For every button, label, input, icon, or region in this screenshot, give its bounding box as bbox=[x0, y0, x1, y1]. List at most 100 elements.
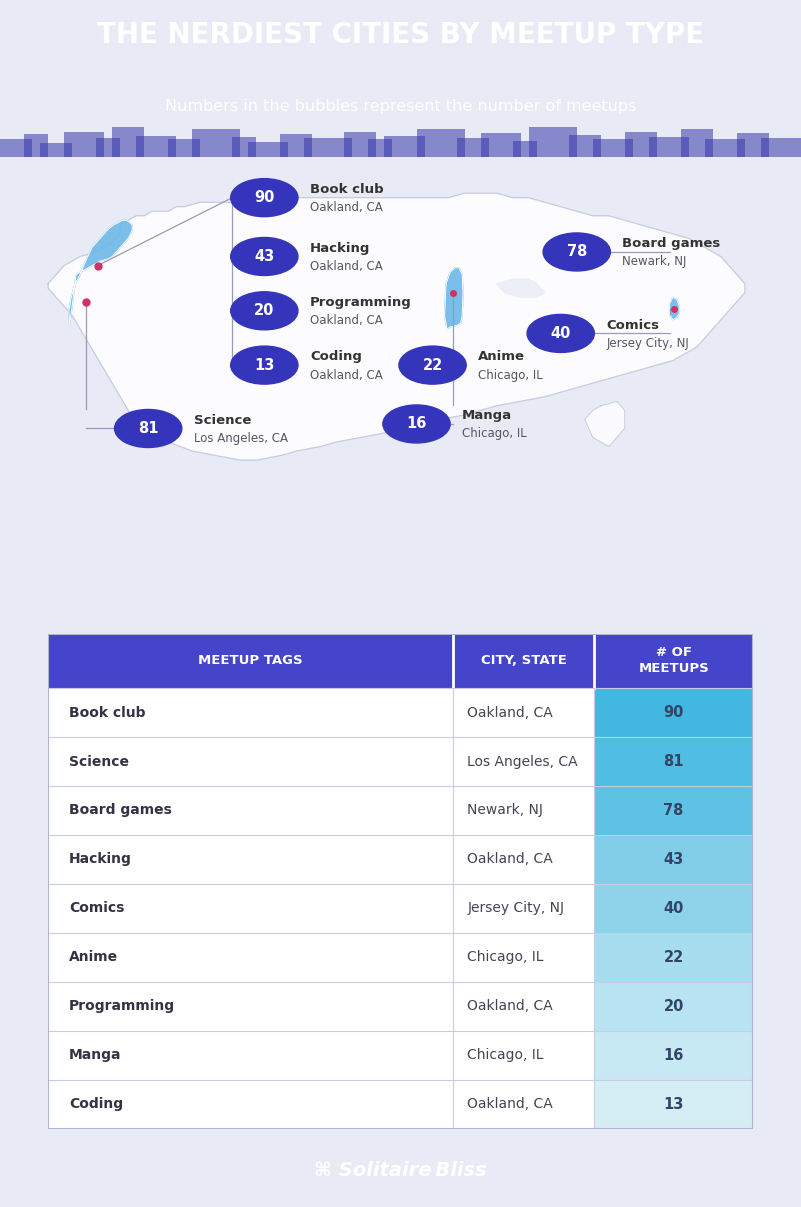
Bar bbox=[761, 138, 801, 157]
Text: Comics: Comics bbox=[606, 319, 659, 332]
Bar bbox=[513, 141, 537, 157]
FancyBboxPatch shape bbox=[594, 933, 753, 981]
Circle shape bbox=[231, 292, 298, 330]
Text: 43: 43 bbox=[254, 249, 275, 264]
Text: Oakland, CA: Oakland, CA bbox=[468, 852, 553, 867]
Text: 81: 81 bbox=[138, 421, 159, 436]
Polygon shape bbox=[670, 297, 679, 320]
Bar bbox=[649, 136, 689, 157]
Bar bbox=[417, 129, 465, 157]
Text: Chicago, IL: Chicago, IL bbox=[478, 368, 543, 381]
Text: 20: 20 bbox=[254, 303, 275, 319]
Polygon shape bbox=[497, 279, 545, 297]
Text: Board games: Board games bbox=[622, 238, 721, 250]
FancyBboxPatch shape bbox=[48, 1079, 753, 1129]
Text: 16: 16 bbox=[663, 1048, 684, 1062]
Text: Newark, NJ: Newark, NJ bbox=[468, 804, 543, 817]
Bar bbox=[593, 139, 633, 157]
Text: Los Angeles, CA: Los Angeles, CA bbox=[468, 754, 578, 769]
Circle shape bbox=[231, 346, 298, 384]
Text: Newark, NJ: Newark, NJ bbox=[622, 256, 686, 268]
Text: Oakland, CA: Oakland, CA bbox=[468, 999, 553, 1013]
Text: 13: 13 bbox=[254, 357, 275, 373]
Text: Coding: Coding bbox=[69, 1097, 123, 1112]
FancyBboxPatch shape bbox=[48, 688, 753, 737]
Text: 22: 22 bbox=[422, 357, 443, 373]
Text: 13: 13 bbox=[663, 1097, 684, 1112]
FancyBboxPatch shape bbox=[594, 688, 753, 737]
Circle shape bbox=[231, 238, 298, 275]
Text: Jersey City, NJ: Jersey City, NJ bbox=[468, 902, 565, 915]
Bar bbox=[248, 142, 288, 157]
FancyBboxPatch shape bbox=[594, 737, 753, 786]
Text: Programming: Programming bbox=[310, 296, 412, 309]
Text: Manga: Manga bbox=[462, 409, 513, 422]
Text: Jersey City, NJ: Jersey City, NJ bbox=[606, 337, 689, 350]
Text: 78: 78 bbox=[663, 803, 684, 818]
Bar bbox=[136, 136, 176, 157]
Bar bbox=[112, 127, 144, 157]
Text: Coding: Coding bbox=[310, 350, 362, 363]
Circle shape bbox=[527, 314, 594, 352]
Bar bbox=[232, 136, 256, 157]
Text: Oakland, CA: Oakland, CA bbox=[310, 314, 383, 327]
Text: Oakland, CA: Oakland, CA bbox=[310, 260, 383, 273]
Bar bbox=[64, 132, 104, 157]
Polygon shape bbox=[48, 193, 745, 460]
Text: Anime: Anime bbox=[69, 950, 119, 964]
Text: Manga: Manga bbox=[69, 1048, 122, 1062]
FancyBboxPatch shape bbox=[48, 737, 753, 786]
Text: Oakland, CA: Oakland, CA bbox=[310, 368, 383, 381]
Text: Science: Science bbox=[69, 754, 129, 769]
Text: 81: 81 bbox=[663, 754, 684, 769]
Circle shape bbox=[543, 233, 610, 272]
FancyBboxPatch shape bbox=[594, 786, 753, 835]
Text: Programming: Programming bbox=[69, 999, 175, 1013]
Circle shape bbox=[115, 409, 182, 448]
Text: Hacking: Hacking bbox=[69, 852, 132, 867]
Text: Hacking: Hacking bbox=[310, 241, 370, 255]
Text: 22: 22 bbox=[663, 950, 684, 964]
FancyBboxPatch shape bbox=[48, 933, 753, 981]
FancyBboxPatch shape bbox=[48, 786, 753, 835]
Text: Chicago, IL: Chicago, IL bbox=[468, 1048, 544, 1062]
Bar bbox=[344, 132, 376, 157]
Bar bbox=[368, 139, 392, 157]
Bar bbox=[384, 136, 425, 157]
Text: Anime: Anime bbox=[478, 350, 525, 363]
Bar bbox=[457, 138, 489, 157]
Circle shape bbox=[231, 179, 298, 217]
Bar bbox=[625, 132, 657, 157]
Bar bbox=[0, 139, 32, 157]
Text: # OF
MEETUPS: # OF MEETUPS bbox=[638, 647, 709, 676]
Text: 78: 78 bbox=[566, 245, 587, 260]
Polygon shape bbox=[69, 221, 132, 325]
Text: THE NERDIEST CITIES BY MEETUP TYPE: THE NERDIEST CITIES BY MEETUP TYPE bbox=[97, 21, 704, 48]
Text: 90: 90 bbox=[663, 705, 684, 721]
Text: Oakland, CA: Oakland, CA bbox=[468, 706, 553, 719]
FancyBboxPatch shape bbox=[594, 1031, 753, 1079]
Text: Science: Science bbox=[194, 414, 252, 427]
Circle shape bbox=[383, 406, 450, 443]
Polygon shape bbox=[445, 268, 463, 330]
Bar bbox=[304, 138, 352, 157]
Bar bbox=[705, 139, 745, 157]
Text: Board games: Board games bbox=[69, 804, 172, 817]
FancyBboxPatch shape bbox=[48, 1031, 753, 1079]
Bar bbox=[24, 134, 48, 157]
Circle shape bbox=[399, 346, 466, 384]
Text: 40: 40 bbox=[663, 900, 684, 916]
Text: CITY, STATE: CITY, STATE bbox=[481, 654, 567, 667]
Bar bbox=[681, 129, 713, 157]
FancyBboxPatch shape bbox=[48, 835, 753, 884]
Bar bbox=[280, 134, 312, 157]
Text: Comics: Comics bbox=[69, 902, 125, 915]
Bar bbox=[192, 129, 240, 157]
Bar bbox=[168, 139, 200, 157]
Text: 40: 40 bbox=[550, 326, 571, 340]
FancyBboxPatch shape bbox=[594, 884, 753, 933]
Text: MEETUP TAGS: MEETUP TAGS bbox=[199, 654, 303, 667]
Bar bbox=[569, 135, 601, 157]
Text: Los Angeles, CA: Los Angeles, CA bbox=[194, 432, 288, 445]
FancyBboxPatch shape bbox=[48, 884, 753, 933]
